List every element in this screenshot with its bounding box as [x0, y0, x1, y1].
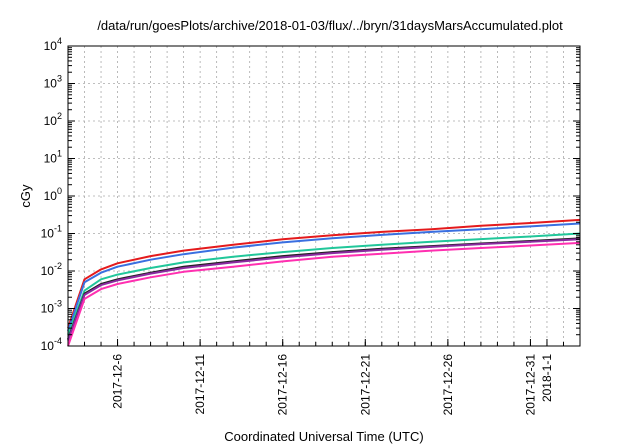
x-tick-label: 2017-12-16 — [276, 354, 290, 416]
y-tick-label: 104 — [44, 36, 62, 53]
y-tick-label: 102 — [44, 111, 62, 128]
x-tick-label: 2018-1-1 — [540, 354, 554, 402]
y-tick-label: 10-4 — [41, 336, 62, 353]
y-tick-label: 10-1 — [41, 224, 62, 241]
x-tick-label: 2017-12-21 — [358, 354, 372, 416]
x-tick-label: 2017-12-26 — [441, 354, 455, 416]
y-tick-label: 101 — [44, 149, 62, 166]
y-axis: 10-4 10-3 10-2 10-1 100 101 102 103 104 — [41, 36, 580, 353]
series-lines — [67, 218, 581, 347]
x-axis-label: Coordinated Universal Time (UTC) — [224, 429, 423, 444]
y-tick-label: 103 — [44, 74, 62, 91]
series-line-2 — [67, 222, 581, 332]
series-line-3 — [67, 232, 581, 336]
chart-title: /data/run/goesPlots/archive/2018-01-03/f… — [97, 18, 563, 33]
y-tick-label: 10-3 — [41, 299, 62, 316]
x-tick-label: 2017-12-11 — [193, 354, 207, 415]
y-axis-label: cGy — [18, 184, 33, 208]
series-line-6 — [67, 241, 581, 347]
y-tick-label: 100 — [44, 186, 62, 203]
series-line-5 — [67, 238, 581, 341]
y-tick-label: 10-2 — [41, 261, 62, 278]
grid-lines — [68, 46, 580, 346]
x-axis: 2017-12-6 2017-12-11 2017-12-16 2017-12-21 2… — [84, 339, 564, 416]
x-tick-label: 2017-12-6 — [111, 354, 125, 409]
series-line-1 — [67, 218, 581, 329]
x-tick-label: 2017-12-31 — [523, 354, 537, 416]
